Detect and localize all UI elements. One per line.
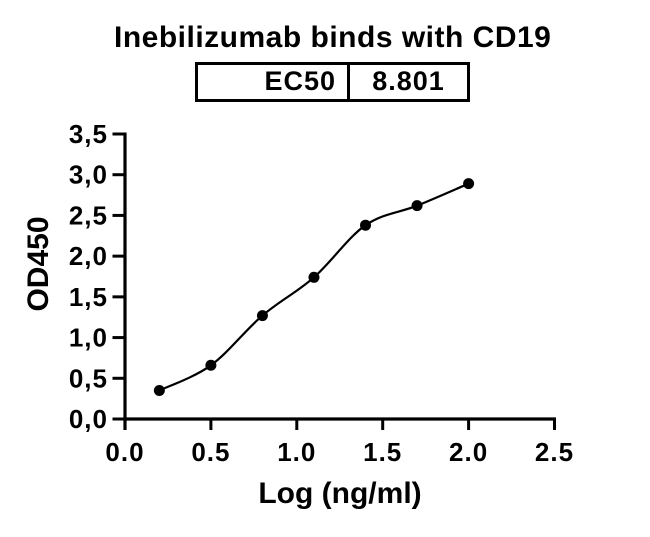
x-tick-label: 0.0 <box>105 437 144 467</box>
y-tick-label: 0,5 <box>69 363 108 393</box>
ec50-value-cell: 8.801 <box>372 66 445 96</box>
y-tick-label: 2,5 <box>69 200 108 230</box>
x-tick-label: 0.5 <box>191 437 230 467</box>
x-tick-label: 2.0 <box>449 437 488 467</box>
ec50-label-cell: EC50 <box>198 65 350 99</box>
x-tick-label: 1.5 <box>363 437 402 467</box>
y-tick-label: 3,0 <box>69 160 108 190</box>
y-tick-label: 0,0 <box>69 404 108 434</box>
x-axis-title: Log (ng/ml) <box>258 477 422 510</box>
y-tick-label: 1,0 <box>69 323 108 353</box>
data-point <box>411 200 423 212</box>
data-point <box>256 310 268 322</box>
data-point <box>153 384 165 396</box>
x-tick-label: 2.5 <box>535 437 574 467</box>
data-point <box>308 271 320 283</box>
y-tick-label: 2,0 <box>69 241 108 271</box>
fit-curve <box>158 182 470 392</box>
chart-title: Inebilizumab binds with CD19 <box>114 21 552 54</box>
y-tick-label: 3,5 <box>69 119 108 149</box>
y-tick-label: 1,5 <box>69 282 108 312</box>
data-point <box>463 178 475 190</box>
y-axis-title: OD450 <box>22 216 55 312</box>
data-point <box>205 359 217 371</box>
data-point <box>360 219 372 231</box>
ec50-table: EC50 8.801 <box>195 62 470 102</box>
x-tick-label: 1.0 <box>277 437 316 467</box>
